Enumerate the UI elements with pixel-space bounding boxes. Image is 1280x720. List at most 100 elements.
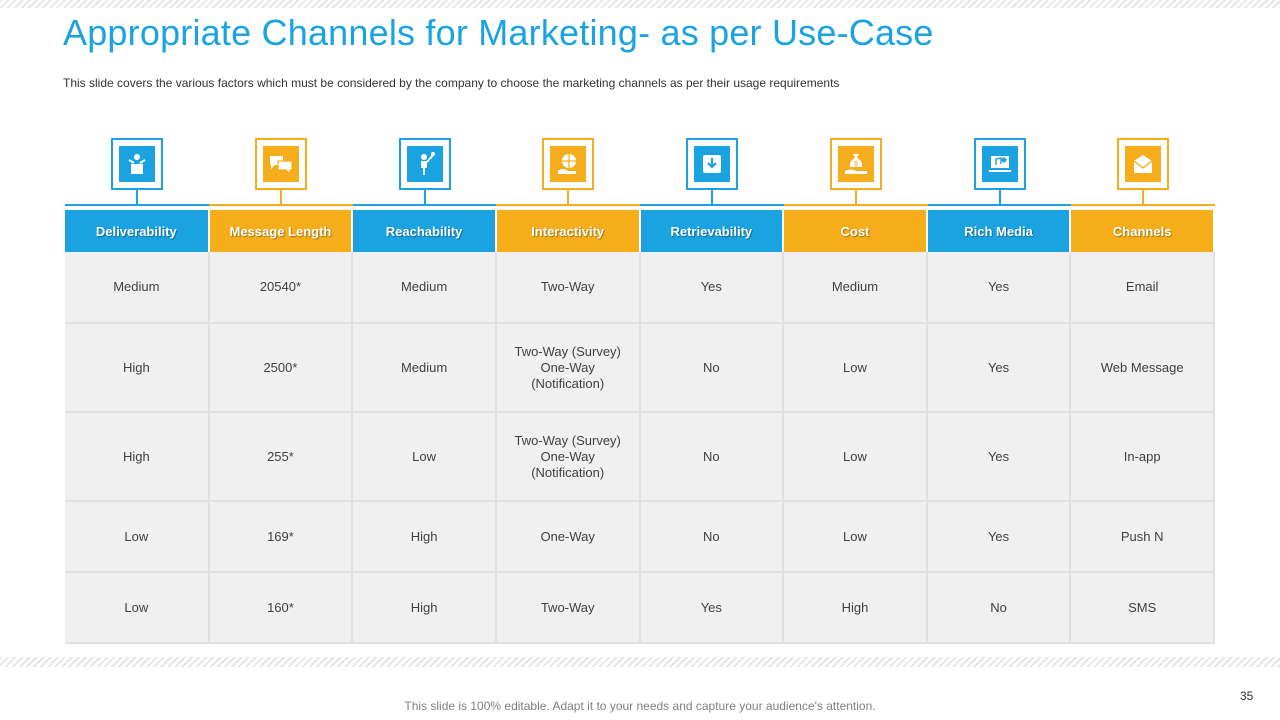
- chat-bubbles-icon: [262, 146, 299, 182]
- page-number: 35: [1240, 689, 1254, 703]
- icon-frame: [254, 138, 307, 190]
- header-retrievability: Retrievability: [639, 210, 785, 252]
- table-cell: Two-Way: [495, 572, 641, 644]
- svg-text:$: $: [854, 161, 858, 168]
- table-cell: Low: [783, 412, 928, 502]
- table-cell: One-Way: [495, 501, 641, 573]
- table-cell: 169*: [208, 501, 354, 573]
- icon-underline: [208, 204, 353, 206]
- table-cell: No: [639, 412, 785, 502]
- table-cell: Yes: [926, 412, 1072, 502]
- icon-underline: [927, 204, 1072, 206]
- icon-connector: [279, 190, 282, 204]
- icon-connector: [711, 190, 713, 204]
- icon-frame: [1117, 138, 1170, 190]
- column-icon-row: $: [65, 138, 1215, 210]
- table-cell: Medium: [352, 323, 497, 413]
- icon-frame: $: [829, 138, 882, 190]
- icon-connector: [854, 190, 857, 204]
- table-cell: Low: [65, 572, 210, 644]
- download-box-icon: [694, 146, 730, 182]
- table-cell: Two-Way: [495, 252, 641, 324]
- slide-subtitle: This slide covers the various factors wh…: [63, 76, 840, 90]
- header-channels: Channels: [1070, 210, 1215, 252]
- table-cell: Yes: [926, 501, 1072, 573]
- table-cell: 255*: [208, 412, 354, 502]
- envelope-icon: [1125, 146, 1162, 182]
- icon-column-rich-media: [927, 138, 1072, 210]
- money-bag-hand-icon: $: [837, 146, 874, 182]
- icon-column-channels: [1071, 138, 1215, 210]
- table-cell: Low: [783, 323, 928, 413]
- table-cell: Medium: [65, 252, 210, 324]
- table-cell: No: [926, 572, 1072, 644]
- table-cell: SMS: [1070, 572, 1215, 644]
- icon-underline: [65, 204, 209, 206]
- icon-column-cost: $: [783, 138, 928, 210]
- table-cell: Medium: [783, 252, 928, 324]
- icon-underline: [352, 204, 497, 206]
- channels-comparison-table: Deliverability Message Length Reachabili…: [65, 210, 1215, 644]
- icon-connector: [423, 190, 426, 204]
- icon-connector: [998, 190, 1001, 204]
- top-hatch-band: [0, 0, 1280, 8]
- header-reachability: Reachability: [352, 210, 497, 252]
- icon-column-message-length: [208, 138, 353, 210]
- table-cell: In-app: [1070, 412, 1215, 502]
- media-laptop-icon: [981, 146, 1018, 182]
- table-cell: 2500*: [208, 323, 354, 413]
- icon-frame: [542, 138, 595, 190]
- icon-underline: [783, 204, 928, 206]
- table-cell: High: [352, 572, 497, 644]
- table-cell: Low: [352, 412, 497, 502]
- table-row: High 2500* Medium Two-Way (Survey) One-W…: [65, 323, 1215, 413]
- table-cell: Email: [1070, 252, 1215, 324]
- table-cell: High: [783, 572, 928, 644]
- icon-frame: [398, 138, 451, 190]
- table-row: Low 169* High One-Way No Low Yes Push N: [65, 501, 1215, 573]
- table-cell: 160*: [208, 572, 354, 644]
- header-rich-media: Rich Media: [926, 210, 1072, 252]
- globe-hand-icon: [550, 146, 587, 182]
- icon-underline: [1071, 204, 1215, 206]
- icon-column-deliverability: [65, 138, 209, 210]
- table-cell: Push N: [1070, 501, 1215, 573]
- slide-title: Appropriate Channels for Marketing- as p…: [63, 12, 934, 53]
- table-cell: Web Message: [1070, 323, 1215, 413]
- table-cell: No: [639, 323, 785, 413]
- table-header-row: Deliverability Message Length Reachabili…: [65, 210, 1215, 252]
- header-interactivity: Interactivity: [495, 210, 641, 252]
- table-cell: Yes: [926, 252, 1072, 324]
- icon-underline: [496, 204, 640, 206]
- person-reaching-icon: [406, 146, 443, 182]
- table-row: Low 160* High Two-Way Yes High No SMS: [65, 572, 1215, 644]
- table-cell: Low: [783, 501, 928, 573]
- table-cell: Low: [65, 501, 210, 573]
- icon-frame: [111, 138, 163, 190]
- table-row: Medium 20540* Medium Two-Way Yes Medium …: [65, 252, 1215, 324]
- table-cell: Two-Way (Survey) One-Way (Notification): [495, 323, 641, 413]
- header-message-length: Message Length: [208, 210, 354, 252]
- icon-column-retrievability: [640, 138, 784, 210]
- icon-column-reachability: [352, 138, 497, 210]
- table-cell: High: [65, 412, 210, 502]
- footer-note: This slide is 100% editable. Adapt it to…: [404, 699, 876, 713]
- table-row: High 255* Low Two-Way (Survey) One-Way (…: [65, 412, 1215, 502]
- table-cell: Yes: [639, 572, 785, 644]
- icon-connector: [1142, 190, 1145, 204]
- table-cell: Two-Way (Survey) One-Way (Notification): [495, 412, 641, 502]
- table-cell: Yes: [639, 252, 785, 324]
- icon-column-interactivity: [496, 138, 640, 210]
- icon-connector: [136, 190, 138, 204]
- table-cell: Medium: [352, 252, 497, 324]
- icon-underline: [640, 204, 784, 206]
- box-person-icon: [119, 146, 155, 182]
- table-cell: High: [65, 323, 210, 413]
- header-cost: Cost: [783, 210, 928, 252]
- header-deliverability: Deliverability: [65, 210, 210, 252]
- table-cell: No: [639, 501, 785, 573]
- icon-connector: [567, 190, 570, 204]
- icon-frame: [686, 138, 738, 190]
- table-cell: 20540*: [208, 252, 354, 324]
- bottom-hatch-band: [0, 657, 1280, 667]
